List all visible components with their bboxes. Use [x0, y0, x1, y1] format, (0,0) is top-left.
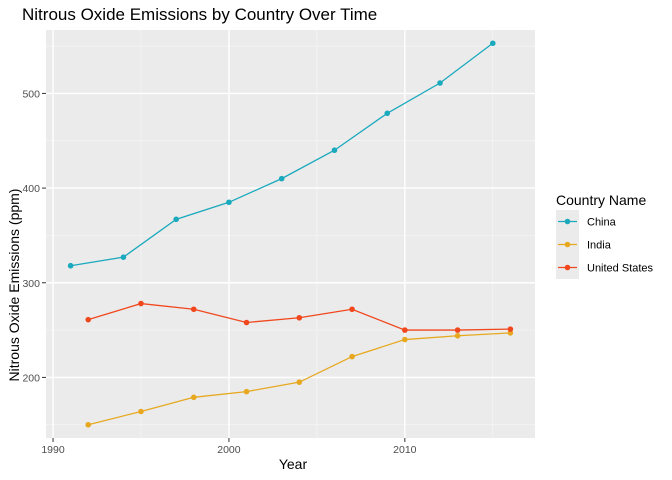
data-point-india — [243, 388, 250, 395]
legend-label-india: India — [587, 240, 612, 252]
data-point-united-states — [243, 319, 250, 326]
legend-label-united-states: United States — [587, 263, 654, 275]
data-point-united-states — [454, 327, 461, 333]
legend: Country Name China India United States — [556, 192, 654, 279]
legend-item-india: India — [556, 233, 612, 256]
legend-label-china: China — [587, 217, 617, 229]
x-tick-label: 1990 — [41, 444, 65, 456]
data-point-united-states — [349, 306, 355, 313]
minor-gridlines — [46, 30, 535, 438]
data-point-india — [402, 336, 408, 343]
plot-panel — [46, 30, 535, 438]
data-point-india — [349, 353, 355, 360]
data-point-china — [331, 147, 338, 154]
series-china — [67, 40, 496, 269]
series-layer — [67, 40, 514, 428]
legend-key-point — [564, 218, 571, 225]
legend-key-point — [564, 241, 571, 248]
y-tick-label: 300 — [22, 278, 40, 290]
y-axis: 200 300 400 500 — [22, 88, 46, 384]
data-point-china — [67, 262, 74, 269]
data-point-china — [489, 40, 496, 47]
series-india — [85, 330, 514, 428]
data-point-china — [226, 199, 232, 206]
chart-title: Nitrous Oxide Emissions by Country Over … — [22, 5, 377, 24]
major-gridlines — [46, 30, 535, 438]
data-point-united-states — [296, 314, 303, 321]
y-axis-title: Nitrous Oxide Emissions (ppm) — [6, 189, 22, 382]
data-point-china — [384, 110, 391, 117]
x-tick-label: 2010 — [393, 444, 417, 456]
x-tick-label: 2000 — [217, 444, 241, 456]
data-point-india — [454, 332, 461, 339]
data-point-united-states — [190, 306, 197, 313]
data-point-india — [85, 421, 92, 428]
data-point-united-states — [138, 300, 144, 307]
data-point-united-states — [402, 327, 408, 333]
data-point-united-states — [85, 316, 92, 323]
legend-item-united-states: United States — [556, 256, 654, 279]
y-tick-label: 400 — [22, 183, 40, 195]
data-point-india — [296, 379, 303, 385]
x-axis-title: Year — [279, 456, 308, 472]
data-point-china — [120, 254, 127, 260]
data-point-united-states — [507, 326, 514, 332]
legend-key-point — [564, 264, 571, 271]
data-point-india — [138, 408, 144, 415]
data-point-china — [278, 175, 285, 182]
data-point-china — [173, 216, 179, 223]
legend-title: Country Name — [556, 192, 646, 208]
data-point-india — [190, 394, 197, 401]
series-united-states — [85, 300, 514, 333]
data-point-china — [437, 80, 443, 86]
x-axis: 1990 2000 2010 — [41, 438, 417, 456]
y-tick-label: 500 — [22, 88, 40, 100]
legend-item-china: China — [556, 210, 617, 233]
y-tick-label: 200 — [22, 372, 40, 384]
